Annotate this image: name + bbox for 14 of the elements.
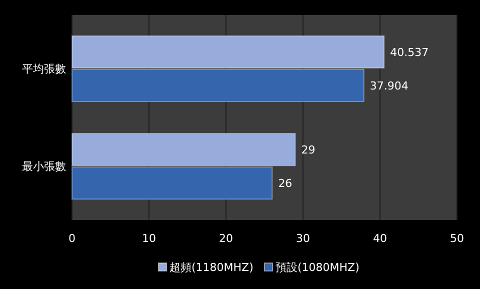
x-tick-label: 30: [296, 232, 310, 245]
x-tick-label: 0: [68, 232, 76, 245]
y-tick-label: 平均張數: [22, 62, 66, 76]
legend-label: 超頻(1180MHZ): [170, 260, 254, 274]
data-label: 40.537: [390, 46, 429, 59]
y-tick-label: 最小張數: [22, 160, 66, 174]
x-tick-label: 40: [373, 232, 387, 245]
data-label: 29: [301, 143, 316, 156]
x-tick-label: 10: [142, 232, 156, 245]
data-label: 26: [278, 176, 292, 190]
x-tick-label: 50: [450, 232, 464, 245]
legend-label: 預設(1080MHZ): [276, 260, 360, 274]
x-tick-label: 20: [219, 232, 233, 245]
data-label: 37.904: [370, 79, 408, 92]
